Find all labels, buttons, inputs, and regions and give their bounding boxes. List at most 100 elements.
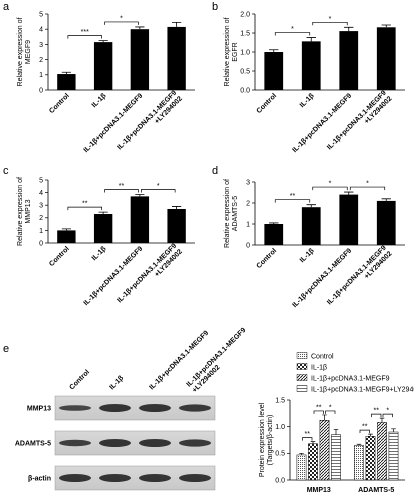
significance-bracket <box>382 413 393 418</box>
x-tick-label: IL-1β+pcDNA3.1-MEGF9+LY294002 <box>326 90 394 158</box>
y-tick-label: 2 <box>246 200 250 207</box>
error-bar <box>306 37 316 42</box>
blot-band <box>179 474 211 482</box>
error-bar <box>310 441 316 444</box>
error-bar <box>61 71 71 75</box>
y-tick-label: 4 <box>39 190 43 197</box>
y-tick-label: 3 <box>39 203 43 210</box>
legend-swatch <box>296 363 308 370</box>
significance-bracket <box>349 186 386 191</box>
blot-band <box>59 439 91 447</box>
blot-row-label: β-actin <box>28 476 51 483</box>
significance-label: ** <box>305 431 311 438</box>
significance-label: ** <box>374 408 380 415</box>
bar <box>93 214 113 243</box>
significance-label: * <box>291 26 294 33</box>
error-bar <box>306 204 316 208</box>
error-bar <box>344 26 354 32</box>
y-tick-label: 0 <box>39 87 43 94</box>
blot-band <box>179 404 211 412</box>
y-tick-label: 1.5 <box>275 397 285 404</box>
significance-label: ** <box>316 404 322 411</box>
y-axis-label: Relative expression ofEGFR <box>224 18 239 87</box>
bar <box>57 230 76 243</box>
y-tick-label: 4 <box>39 27 43 34</box>
y-tick-label: 2 <box>39 215 43 222</box>
significance-bracket <box>371 413 382 418</box>
y-tick-label: 0.0 <box>275 477 285 484</box>
significance-bracket <box>302 437 313 441</box>
blot-band <box>179 439 211 447</box>
legend-swatch <box>296 374 308 381</box>
error-bar <box>98 40 108 43</box>
y-tick-label: 3 <box>246 179 250 186</box>
bar <box>339 31 359 91</box>
y-axis-label: Relative expression ofMMP13 <box>17 177 32 246</box>
significance-label: * <box>157 183 160 190</box>
x-tick-label: Control <box>256 92 279 115</box>
y-tick-label: 1.5 <box>240 30 250 37</box>
legend-swatch <box>296 352 308 359</box>
y-axis-label: Relative expression ofADAMTS-5 <box>224 179 239 248</box>
y-tick-label: 5 <box>39 177 43 184</box>
blot-band <box>139 474 171 482</box>
bar <box>354 445 364 481</box>
bar <box>331 434 341 481</box>
error-bar <box>333 428 339 435</box>
bar <box>93 42 113 90</box>
significance-bracket <box>67 206 102 211</box>
bar <box>296 454 307 481</box>
y-tick-label: 0.5 <box>275 451 285 458</box>
x-tick-label: IL-1β+pcDNA3.1-MEGF9 <box>83 245 145 307</box>
bar <box>167 26 186 91</box>
panel-label: e <box>3 343 9 355</box>
bar <box>376 27 396 90</box>
error-bar <box>269 222 279 224</box>
error-bar <box>299 452 304 455</box>
legend-swatch <box>296 385 308 392</box>
y-tick-label: 0 <box>246 242 250 249</box>
significance-bracket <box>325 410 336 414</box>
bar <box>319 420 330 481</box>
bar <box>57 74 76 90</box>
bar <box>301 207 321 245</box>
y-tick-label: 1 <box>246 221 250 228</box>
significance-label: ** <box>290 193 296 200</box>
x-tick-label: IL-1β <box>299 247 316 264</box>
error-bar <box>381 24 391 28</box>
x-tick-label: IL-1β+pcDNA3.1-MEGF9 <box>83 92 145 154</box>
x-tick-label: Control <box>48 92 71 115</box>
error-bar <box>269 49 279 52</box>
bar <box>264 52 284 90</box>
error-bar <box>98 211 108 215</box>
y-tick-label: 0.5 <box>240 68 250 75</box>
blot-column-label: IL-1β+pcDNA3.1-MEGF9+LY294002 <box>186 327 254 395</box>
bar <box>264 224 284 245</box>
x-tick-label: IL-1β+pcDNA3.1-MEGF9+LY294002 <box>116 90 184 158</box>
x-tick-label: Control <box>48 245 71 268</box>
error-bar <box>379 417 385 423</box>
significance-bracket <box>141 189 176 193</box>
error-bar <box>135 26 145 30</box>
significance-bracket <box>312 21 348 26</box>
blot-band <box>59 474 91 482</box>
y-tick-label: 2 <box>39 57 43 64</box>
significance-label: * <box>386 408 389 415</box>
blot-row-label: ADAMTS-5 <box>15 441 51 448</box>
blot-column-label: IL-1β <box>108 374 125 391</box>
significance-label: * <box>329 181 332 188</box>
bar <box>301 41 321 90</box>
error-bar <box>135 194 145 197</box>
x-tick-label: IL-1β <box>91 92 108 109</box>
x-tick-label: IL-1β <box>299 92 316 109</box>
x-tick-label: IL-1β+pcDNA3.1-MEGF9+LY294002 <box>326 245 394 313</box>
bar <box>130 196 150 243</box>
y-tick-label: 2.0 <box>240 11 250 18</box>
significance-bracket <box>312 186 348 191</box>
y-tick-label: 3 <box>39 42 43 49</box>
significance-label: * <box>329 16 332 23</box>
legend-label: IL-1β <box>311 364 327 371</box>
bar <box>308 443 318 481</box>
error-bar <box>381 198 391 201</box>
bar <box>167 208 186 243</box>
